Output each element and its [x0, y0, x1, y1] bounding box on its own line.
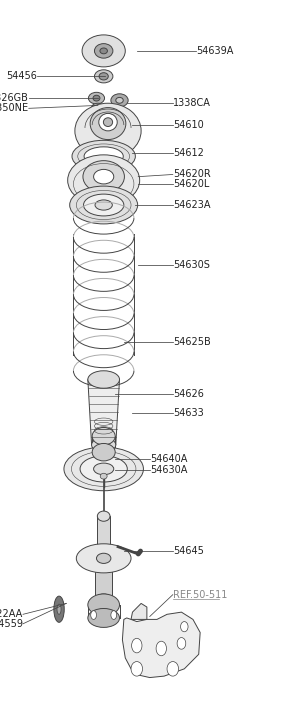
Ellipse shape	[100, 48, 107, 54]
Text: 54623A: 54623A	[173, 200, 210, 210]
Text: 1338CA: 1338CA	[173, 98, 211, 108]
Ellipse shape	[94, 44, 113, 58]
Ellipse shape	[156, 641, 166, 656]
Text: 54625B: 54625B	[173, 337, 211, 347]
Ellipse shape	[99, 113, 117, 131]
Ellipse shape	[76, 544, 131, 573]
Text: 54626: 54626	[173, 389, 204, 399]
Ellipse shape	[93, 95, 100, 101]
Text: 54559: 54559	[0, 619, 23, 629]
Ellipse shape	[132, 638, 142, 653]
Text: 54630A: 54630A	[150, 465, 187, 475]
Text: 1326GB: 1326GB	[0, 93, 29, 103]
Ellipse shape	[92, 438, 116, 452]
Ellipse shape	[111, 611, 117, 619]
Ellipse shape	[54, 596, 64, 622]
Ellipse shape	[111, 94, 128, 107]
Text: 54620L: 54620L	[173, 179, 209, 189]
Text: 54633: 54633	[173, 408, 204, 418]
Ellipse shape	[116, 97, 123, 103]
Ellipse shape	[92, 443, 115, 461]
Ellipse shape	[94, 169, 114, 184]
Text: 54630S: 54630S	[173, 260, 210, 270]
Text: 54610: 54610	[173, 120, 204, 130]
Ellipse shape	[97, 511, 110, 521]
Ellipse shape	[167, 662, 179, 676]
Ellipse shape	[64, 447, 143, 491]
FancyBboxPatch shape	[97, 516, 110, 553]
Polygon shape	[122, 612, 200, 678]
Ellipse shape	[181, 622, 188, 632]
Ellipse shape	[57, 604, 61, 614]
Ellipse shape	[94, 463, 114, 475]
Ellipse shape	[95, 200, 112, 210]
Text: 54456: 54456	[7, 71, 37, 81]
Ellipse shape	[92, 427, 115, 445]
Ellipse shape	[100, 473, 107, 479]
Ellipse shape	[177, 638, 186, 649]
Ellipse shape	[72, 140, 135, 172]
Ellipse shape	[82, 35, 125, 67]
Ellipse shape	[131, 662, 143, 676]
Text: 54639A: 54639A	[196, 46, 233, 56]
Ellipse shape	[88, 594, 120, 616]
Text: 1350NE: 1350NE	[0, 103, 29, 113]
Ellipse shape	[99, 73, 108, 80]
Polygon shape	[88, 379, 120, 445]
Ellipse shape	[88, 92, 105, 104]
Text: 54640A: 54640A	[150, 454, 187, 465]
Polygon shape	[131, 603, 147, 619]
Ellipse shape	[95, 594, 112, 606]
Ellipse shape	[70, 186, 138, 224]
Ellipse shape	[94, 70, 113, 83]
FancyBboxPatch shape	[95, 561, 112, 600]
Text: 1022AA: 1022AA	[0, 609, 23, 619]
Text: 54620R: 54620R	[173, 169, 211, 180]
Text: 54612: 54612	[173, 148, 204, 158]
Ellipse shape	[68, 155, 140, 206]
Ellipse shape	[96, 553, 111, 563]
Ellipse shape	[92, 103, 104, 112]
Text: REF.50-511: REF.50-511	[173, 590, 227, 600]
Ellipse shape	[88, 608, 120, 627]
Ellipse shape	[97, 547, 110, 558]
Ellipse shape	[95, 555, 112, 567]
Ellipse shape	[103, 118, 113, 126]
Ellipse shape	[80, 456, 127, 482]
Ellipse shape	[91, 611, 96, 619]
Ellipse shape	[75, 103, 141, 158]
Ellipse shape	[90, 108, 126, 140]
Ellipse shape	[88, 371, 120, 388]
Ellipse shape	[84, 194, 124, 216]
Text: 54645: 54645	[173, 546, 204, 556]
Ellipse shape	[83, 161, 124, 193]
Ellipse shape	[84, 147, 123, 166]
